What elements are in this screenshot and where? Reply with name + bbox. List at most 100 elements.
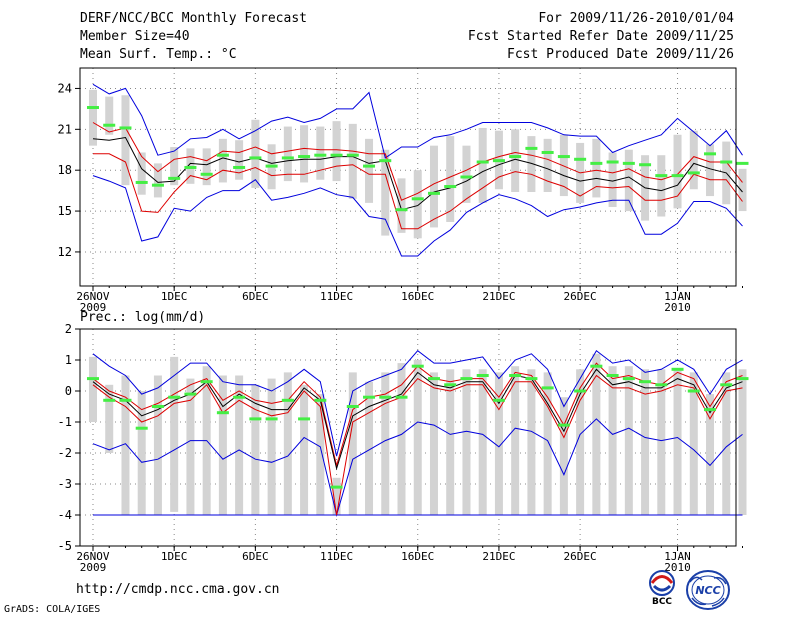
- ensemble-box: [365, 381, 374, 515]
- forecast-produced-date: Fcst Produced Date 2009/11/26: [507, 47, 734, 62]
- ensemble-box: [429, 145, 438, 228]
- median-mark: [314, 153, 327, 157]
- y-tick-label: 18: [58, 163, 72, 177]
- median-mark: [200, 380, 213, 384]
- ensemble-mean-line: [92, 368, 743, 471]
- median-mark: [720, 383, 733, 387]
- upper-outer-line: [92, 83, 743, 159]
- y-tick-label: -4: [58, 508, 72, 522]
- source-url[interactable]: http://cmdp.ncc.cma.gov.cn: [76, 582, 280, 597]
- x-tick-label: 1DEC: [161, 290, 188, 303]
- ensemble-box: [316, 394, 325, 515]
- ensemble-box: [624, 366, 633, 515]
- median-mark: [249, 417, 262, 421]
- median-mark: [119, 126, 132, 130]
- median-mark: [346, 405, 359, 408]
- median-mark: [281, 156, 294, 160]
- ensemble-box: [592, 138, 601, 198]
- lower-outer-line: [92, 175, 743, 257]
- x-tick-label: 11DEC: [320, 550, 353, 563]
- x-tick-year-label: 2009: [80, 561, 107, 574]
- lower-inner-line: [93, 153, 743, 230]
- ensemble-box: [235, 375, 244, 515]
- median-mark: [265, 417, 278, 421]
- ensemble-box: [332, 477, 341, 515]
- x-tick-label: 6DEC: [242, 290, 269, 303]
- x-tick-label: 1JAN: [664, 290, 691, 303]
- median-mark: [411, 364, 424, 368]
- ensemble-box: [251, 384, 260, 515]
- median-mark: [622, 377, 635, 381]
- ensemble-box: [559, 134, 568, 197]
- y-tick-label: 21: [58, 122, 72, 136]
- ensemble-box: [121, 375, 130, 515]
- median-mark: [151, 405, 164, 408]
- lower-outer-line: [92, 418, 743, 517]
- ensemble-box: [365, 138, 374, 203]
- ensemble-box: [446, 136, 455, 222]
- ensemble-box: [462, 369, 471, 515]
- median-mark: [395, 208, 408, 212]
- median-mark: [509, 155, 522, 159]
- x-tick-label: 26DEC: [564, 290, 597, 303]
- ensemble-box: [478, 369, 487, 515]
- ensemble-box: [283, 126, 292, 182]
- upper-inner-line: [92, 122, 743, 201]
- median-mark: [590, 364, 603, 368]
- x-tick-label: 21DEC: [482, 550, 515, 563]
- median-mark: [427, 377, 440, 381]
- ensemble-box: [235, 140, 244, 180]
- median-mark: [168, 395, 181, 399]
- y-tick-label: 1: [65, 353, 72, 367]
- ncc-logo-text: NCC: [695, 584, 720, 597]
- y-tick-label: -2: [58, 446, 72, 460]
- median-mark: [590, 161, 603, 165]
- median-mark: [704, 152, 717, 156]
- median-mark: [736, 377, 749, 381]
- median-mark: [720, 160, 733, 164]
- ensemble-box: [170, 147, 179, 186]
- y-tick-label: 0: [65, 384, 72, 398]
- median-mark: [151, 183, 164, 187]
- ensemble-box: [137, 391, 146, 515]
- ensemble-box: [170, 356, 179, 512]
- x-tick-label: 11DEC: [320, 290, 353, 303]
- median-mark: [736, 161, 749, 165]
- ensemble-box: [689, 372, 698, 515]
- median-mark: [606, 374, 619, 377]
- median-mark: [541, 150, 554, 154]
- median-mark: [216, 411, 229, 415]
- ensemble-box: [251, 119, 260, 188]
- median-mark: [655, 174, 668, 178]
- median-mark: [330, 485, 343, 489]
- ensemble-box: [267, 378, 276, 515]
- ensemble-box: [657, 369, 666, 515]
- median-mark: [525, 146, 538, 150]
- ensemble-box: [397, 363, 406, 515]
- x-tick-label: 26NOV: [76, 550, 109, 563]
- median-mark: [476, 160, 489, 164]
- ensemble-box: [153, 163, 162, 198]
- ensemble-box: [706, 144, 715, 197]
- y-tick-label: -1: [58, 415, 72, 429]
- forecast-period: For 2009/11/26-2010/01/04: [538, 11, 734, 26]
- ensemble-box: [186, 378, 195, 515]
- median-mark: [86, 377, 99, 381]
- ensemble-box: [722, 372, 731, 515]
- ensemble-box: [121, 95, 130, 186]
- ensemble-mean-line: [92, 136, 743, 211]
- ensemble-box: [413, 170, 422, 239]
- ensemble-box: [429, 372, 438, 515]
- median-mark: [622, 161, 635, 165]
- median-mark: [135, 426, 148, 430]
- x-tick-year-label: 2010: [664, 561, 691, 574]
- y-tick-label: -3: [58, 477, 72, 491]
- median-mark: [346, 153, 359, 157]
- median-mark: [216, 153, 229, 157]
- ensemble-box: [543, 138, 552, 192]
- median-mark: [574, 389, 587, 393]
- ensemble-box: [137, 152, 146, 195]
- x-tick-year-label: 2009: [80, 301, 107, 314]
- median-mark: [233, 395, 246, 399]
